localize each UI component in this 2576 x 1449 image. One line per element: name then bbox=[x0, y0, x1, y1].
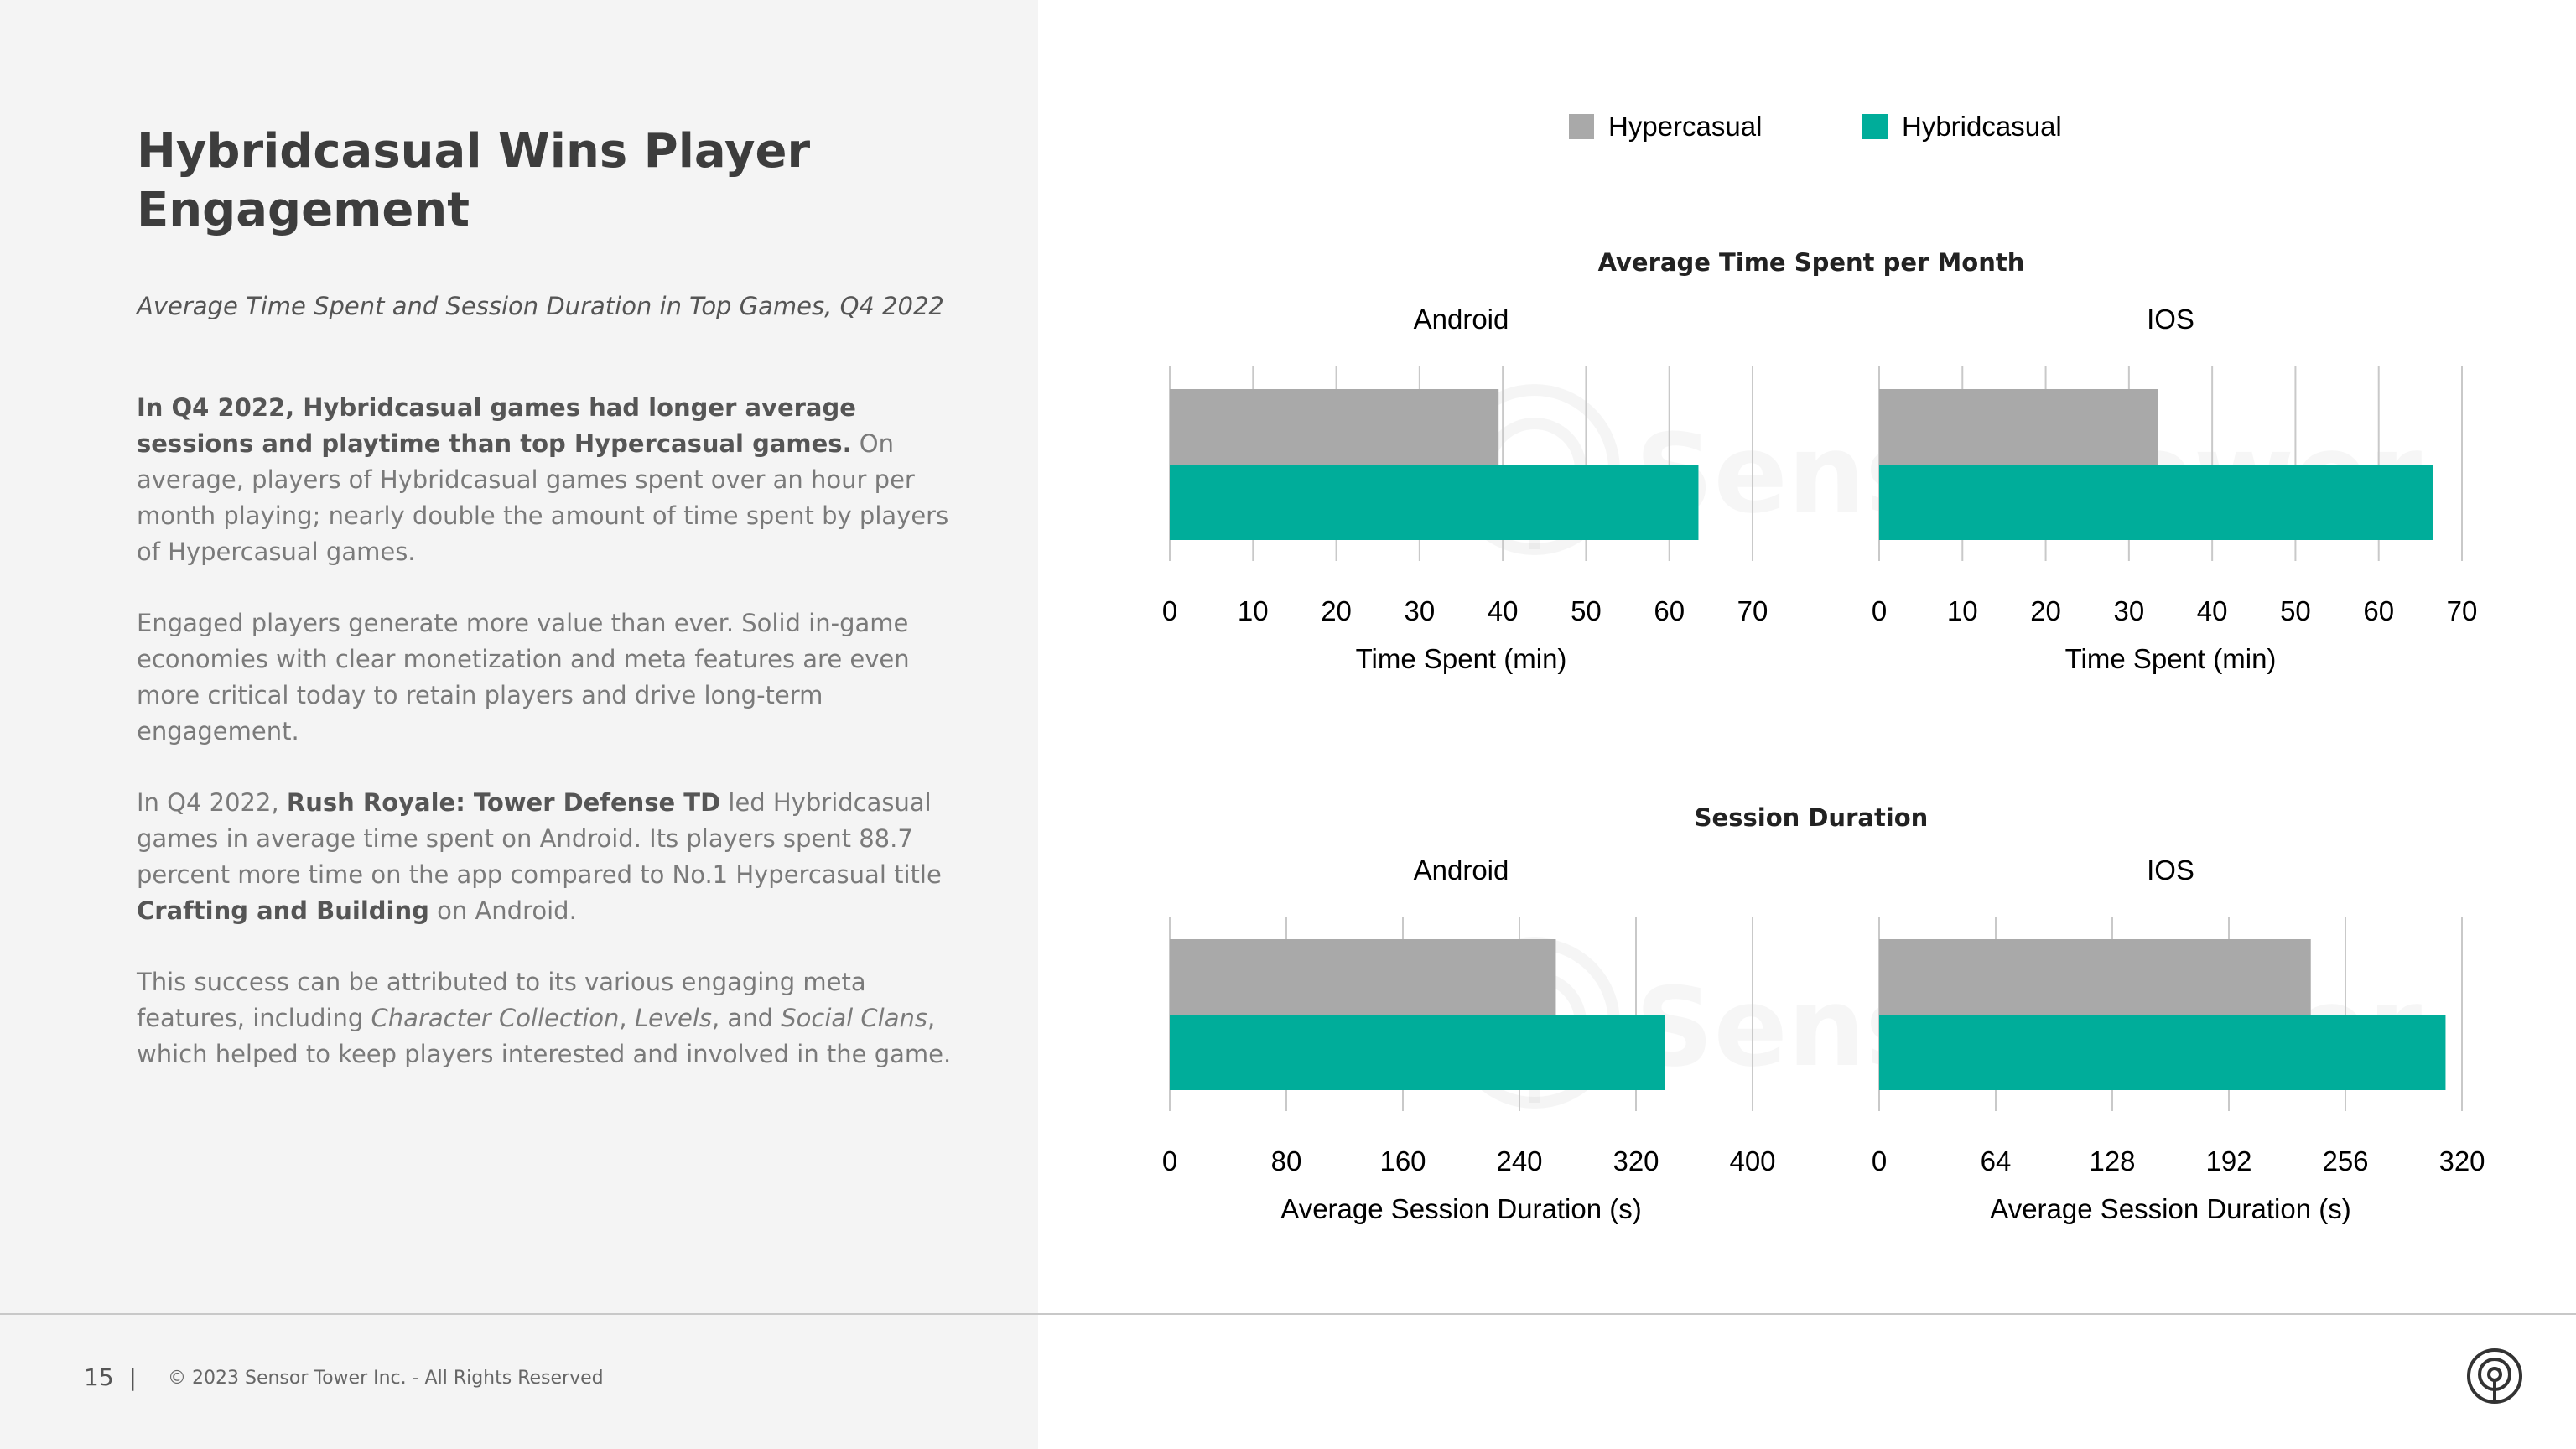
bar-hybridcasual bbox=[1170, 465, 1699, 540]
tick-label: 60 bbox=[1654, 595, 1685, 626]
paragraph-3: In Q4 2022, Rush Royale: Tower Defense T… bbox=[137, 785, 975, 929]
chart-time-spent-android: Android 0 10 20 30 40 50 60 70 Time Spent (min) bbox=[1162, 304, 1768, 674]
tick-label: 64 bbox=[1981, 1145, 2012, 1176]
page-number-value: 15 bbox=[84, 1363, 114, 1391]
paragraph-4-feature-2: Levels bbox=[634, 1004, 712, 1032]
paragraph-1-rest: On average, players of Hybridcasual game… bbox=[137, 429, 949, 566]
tick-label: 160 bbox=[1379, 1145, 1426, 1176]
x-axis-label: Average Session Duration (s) bbox=[1990, 1193, 2350, 1224]
paragraph-1: In Q4 2022, Hybridcasual games had longe… bbox=[137, 390, 975, 570]
tick-label: 320 bbox=[1613, 1145, 1659, 1176]
sensor-tower-logo-icon bbox=[2467, 1348, 2522, 1404]
bar-hypercasual bbox=[1170, 389, 1499, 465]
legend-swatch-hypercasual bbox=[1569, 114, 1594, 139]
tick-label: 40 bbox=[2197, 595, 2228, 626]
tick-label: 128 bbox=[2089, 1145, 2135, 1176]
tick-label: 0 bbox=[1872, 1145, 1887, 1176]
page-number: 15 | bbox=[84, 1363, 137, 1391]
tick-label: 256 bbox=[2322, 1145, 2368, 1176]
legend-label-hypercasual: Hypercasual bbox=[1608, 111, 1762, 142]
paragraph-1-bold: In Q4 2022, Hybridcasual games had longe… bbox=[137, 393, 856, 458]
chart-title: IOS bbox=[2147, 854, 2194, 886]
chart-title: Android bbox=[1414, 854, 1509, 886]
chart-time-spent-ios: IOS 0 10 20 30 40 50 60 70 Time Spent (min) bbox=[1872, 304, 2478, 674]
tick-label: 400 bbox=[1729, 1145, 1775, 1176]
page-title: Hybridcasual Wins Player Engagement bbox=[137, 124, 811, 237]
paragraph-4-a: This success can be attributed to its va… bbox=[137, 968, 866, 1032]
chart-session-duration-android: Android 0 80 160 240 320 400 Average Session Du… bbox=[1162, 854, 1776, 1224]
section-title-session-duration: Session Duration bbox=[1695, 803, 1929, 832]
tick-label: 0 bbox=[1162, 1145, 1177, 1176]
paragraph-4-g: , which helped to keep players intereste… bbox=[137, 1004, 952, 1068]
paragraph-4-feature-1: Character Collection bbox=[371, 1004, 620, 1032]
paragraph-3-a: In Q4 2022, bbox=[137, 788, 287, 817]
tick-label: 30 bbox=[2113, 595, 2144, 626]
tick-label: 80 bbox=[1271, 1145, 1302, 1176]
tick-label: 40 bbox=[1488, 595, 1519, 626]
paragraph-4-feature-3: Social Clans bbox=[781, 1004, 927, 1032]
tick-label: 70 bbox=[2447, 595, 2478, 626]
copyright-text: © 2023 Sensor Tower Inc. - All Rights Re… bbox=[168, 1368, 604, 1389]
tick-label: 20 bbox=[1321, 595, 1352, 626]
bar-hybridcasual bbox=[1879, 465, 2433, 540]
paragraph-4-e: , and bbox=[712, 1004, 782, 1032]
paragraph-2: Engaged players generate more value than… bbox=[137, 609, 910, 745]
paragraph-3-title-name: Crafting and Building bbox=[137, 896, 429, 925]
tick-label: 10 bbox=[1238, 595, 1269, 626]
tick-label: 60 bbox=[2363, 595, 2394, 626]
chart-session-duration-ios: IOS 0 64 128 192 256 320 Average Session Durati… bbox=[1872, 854, 2485, 1224]
tick-label: 50 bbox=[1571, 595, 1602, 626]
tick-label: 30 bbox=[1404, 595, 1435, 626]
legend-label-hybridcasual: Hybridcasual bbox=[1902, 111, 2062, 142]
tick-label: 320 bbox=[2438, 1145, 2485, 1176]
tick-label: 240 bbox=[1496, 1145, 1542, 1176]
chart-title: IOS bbox=[2147, 304, 2194, 335]
paragraph-3-e: on Android. bbox=[428, 896, 577, 925]
paragraph-4-c: , bbox=[619, 1004, 635, 1032]
paragraph-3-c: led Hybridcasual games in average time s… bbox=[137, 788, 942, 889]
chart-title: Android bbox=[1414, 304, 1509, 335]
tick-label: 20 bbox=[2030, 595, 2061, 626]
x-axis-label: Time Spent (min) bbox=[2065, 643, 2277, 674]
bar-hypercasual bbox=[1879, 389, 2158, 465]
bar-hybridcasual bbox=[1879, 1015, 2446, 1090]
tick-label: 0 bbox=[1162, 595, 1177, 626]
x-axis-label: Average Session Duration (s) bbox=[1280, 1193, 1641, 1224]
footer-divider bbox=[0, 1313, 2576, 1315]
tick-label: 70 bbox=[1737, 595, 1768, 626]
left-panel bbox=[0, 0, 1038, 1449]
paragraph-4: This success can be attributed to its va… bbox=[137, 964, 975, 1072]
tick-label: 10 bbox=[1947, 595, 1978, 626]
bar-hypercasual bbox=[1879, 939, 2311, 1015]
tick-label: 0 bbox=[1872, 595, 1887, 626]
bar-hybridcasual bbox=[1170, 1015, 1665, 1090]
tick-label: 192 bbox=[2205, 1145, 2251, 1176]
tick-label: 50 bbox=[2280, 595, 2311, 626]
paragraph-3-game-name: Rush Royale: Tower Defense TD bbox=[286, 788, 721, 817]
bar-hypercasual bbox=[1170, 939, 1556, 1015]
body-text: In Q4 2022, Hybridcasual games had longe… bbox=[137, 390, 975, 1108]
x-axis-label: Time Spent (min) bbox=[1356, 643, 1567, 674]
legend-swatch-hybridcasual bbox=[1862, 114, 1888, 139]
section-title-time-spent: Average Time Spent per Month bbox=[1598, 248, 2025, 277]
footer-separator: | bbox=[128, 1363, 137, 1391]
page-subtitle: Average Time Spent and Session Duration … bbox=[137, 292, 944, 320]
legend: Hypercasual Hybridcasual bbox=[1569, 111, 2062, 142]
